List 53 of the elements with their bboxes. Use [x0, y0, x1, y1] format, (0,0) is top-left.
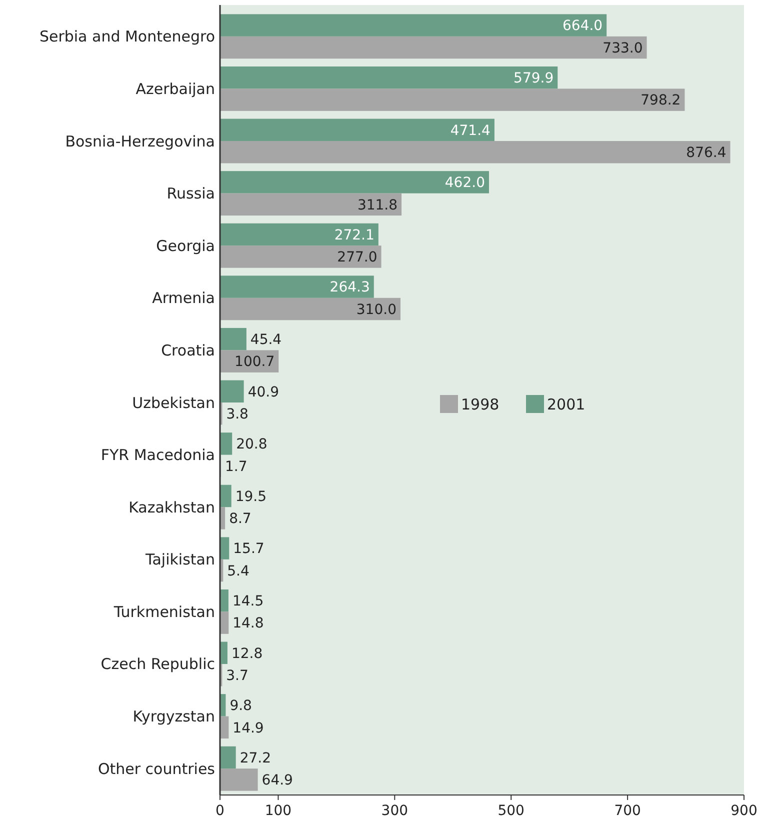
x-tick-label: 700: [614, 803, 641, 819]
y-tick-label: Kazakhstan: [128, 498, 215, 516]
data-label: 1.7: [224, 458, 248, 475]
y-tick-label: Tajikistan: [144, 550, 215, 569]
data-label: 798.2: [640, 92, 681, 109]
y-tick-label: Uzbekistan: [132, 394, 215, 412]
data-label: 14.5: [232, 593, 264, 610]
data-label: 3.7: [226, 668, 248, 684]
data-label: 664.0: [562, 18, 603, 34]
x-tick-label: 0: [216, 803, 224, 819]
data-label: 27.2: [240, 750, 272, 766]
data-label: 45.4: [250, 332, 282, 348]
x-tick-label: 500: [498, 803, 524, 819]
data-label: 264.3: [330, 280, 370, 296]
y-tick-label: Czech Republic: [100, 655, 215, 674]
y-tick-label: Turkmenistan: [112, 602, 215, 621]
y-tick-label: Kyrgyzstan: [132, 708, 215, 726]
data-label: 14.8: [232, 616, 264, 632]
legend-label: 1998: [461, 395, 500, 414]
data-label: 471.4: [450, 122, 491, 139]
data-label: 9.8: [230, 698, 252, 714]
data-label: 8.7: [229, 511, 252, 528]
data-label: 12.8: [231, 646, 263, 662]
x-tick-label: 100: [264, 803, 292, 819]
data-label: 462.0: [444, 175, 485, 192]
data-label: 19.5: [235, 488, 267, 505]
data-label: 3.8: [226, 406, 248, 423]
y-tick-label: Croatia: [161, 341, 215, 360]
y-tick-label: Georgia: [156, 236, 215, 255]
data-label: 311.8: [357, 197, 398, 214]
data-label: 310.0: [356, 302, 396, 318]
data-label: 40.9: [248, 384, 279, 400]
y-tick-label: FYR Macedonia: [100, 446, 215, 464]
data-label: 15.7: [233, 541, 264, 558]
data-label: 277.0: [337, 250, 378, 266]
data-label: 100.7: [234, 354, 275, 370]
data-label: 20.8: [236, 436, 268, 453]
x-tick-label: 900: [730, 803, 758, 819]
y-tick-label: Armenia: [152, 289, 215, 308]
y-tick-label: Serbia and Montenegro: [39, 28, 215, 46]
y-tick-label: Bosnia-Herzegovina: [65, 132, 215, 150]
data-label: 272.1: [334, 227, 374, 244]
data-label: 14.9: [232, 720, 264, 736]
data-label: 64.9: [262, 772, 293, 789]
data-label: 733.0: [602, 40, 643, 56]
y-tick-label: Russia: [166, 184, 215, 203]
x-tick-label: 300: [381, 803, 408, 819]
y-tick-label: Other countries: [98, 760, 216, 778]
legend-label: 2001: [547, 395, 586, 414]
data-label: 5.4: [227, 563, 250, 580]
data-label: 579.9: [514, 70, 554, 86]
y-tick-label: Azerbaijan: [136, 80, 215, 98]
data-label: 876.4: [686, 145, 726, 162]
